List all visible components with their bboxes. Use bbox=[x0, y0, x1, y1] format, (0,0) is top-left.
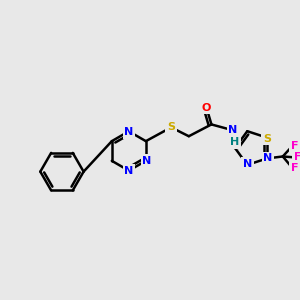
Text: F: F bbox=[294, 152, 300, 163]
Text: N: N bbox=[263, 153, 273, 164]
Text: O: O bbox=[202, 103, 211, 113]
Text: F: F bbox=[291, 163, 298, 173]
Text: N: N bbox=[124, 127, 134, 137]
Text: S: S bbox=[263, 134, 271, 144]
Text: N: N bbox=[124, 166, 134, 176]
Text: N: N bbox=[142, 156, 152, 166]
Text: N: N bbox=[228, 125, 238, 135]
Text: F: F bbox=[291, 141, 298, 151]
Text: H: H bbox=[230, 137, 240, 147]
Text: S: S bbox=[167, 122, 175, 132]
Text: N: N bbox=[243, 159, 252, 169]
